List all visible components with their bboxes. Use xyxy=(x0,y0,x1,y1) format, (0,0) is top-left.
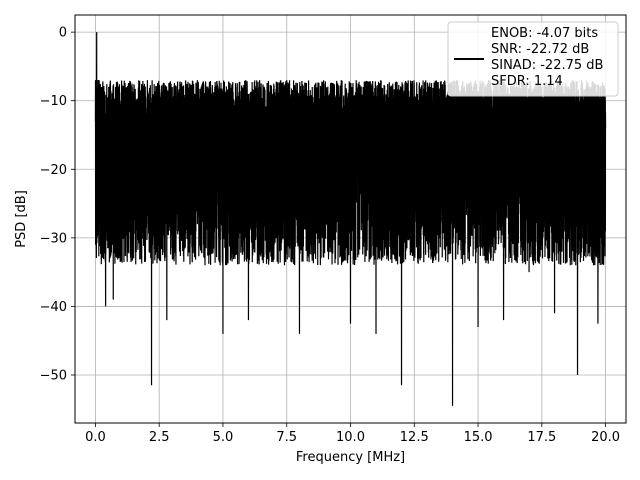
legend-entry-line: SINAD: -22.75 dB xyxy=(491,58,603,73)
y-tick-label: −30 xyxy=(40,231,67,246)
x-tick-label: 0.0 xyxy=(85,430,106,445)
y-tick-label: −40 xyxy=(40,300,67,315)
y-axis-label: PSD [dB] xyxy=(14,190,29,248)
x-axis-label: Frequency [MHz] xyxy=(296,450,405,465)
x-tick-label: 17.5 xyxy=(527,430,556,445)
y-tick-label: −50 xyxy=(40,369,67,384)
x-tick-label: 2.5 xyxy=(149,430,170,445)
y-tick-label: 0 xyxy=(59,26,67,41)
x-tick-label: 7.5 xyxy=(276,430,297,445)
plot-area xyxy=(94,32,607,406)
y-tick-label: −20 xyxy=(40,163,67,178)
y-tick-label: −10 xyxy=(40,94,67,109)
legend-entry-line: SFDR: 1.14 xyxy=(491,74,563,89)
y-axis: 0 −10 −20 −30 −40 −50 xyxy=(40,26,75,384)
psd-series-line xyxy=(94,32,607,406)
x-tick-label: 10.0 xyxy=(336,430,365,445)
legend-entry-line: SNR: -22.72 dB xyxy=(491,42,589,57)
x-tick-label: 12.5 xyxy=(400,430,429,445)
legend-box xyxy=(447,21,619,97)
x-tick-label: 5.0 xyxy=(213,430,234,445)
legend-entry-line: ENOB: -4.07 bits xyxy=(491,26,598,41)
x-tick-label: 20.0 xyxy=(591,430,620,445)
x-tick-label: 15.0 xyxy=(464,430,493,445)
x-axis: 0.0 2.5 5.0 7.5 10.0 12.5 15.0 17.5 20.0 xyxy=(85,423,620,445)
